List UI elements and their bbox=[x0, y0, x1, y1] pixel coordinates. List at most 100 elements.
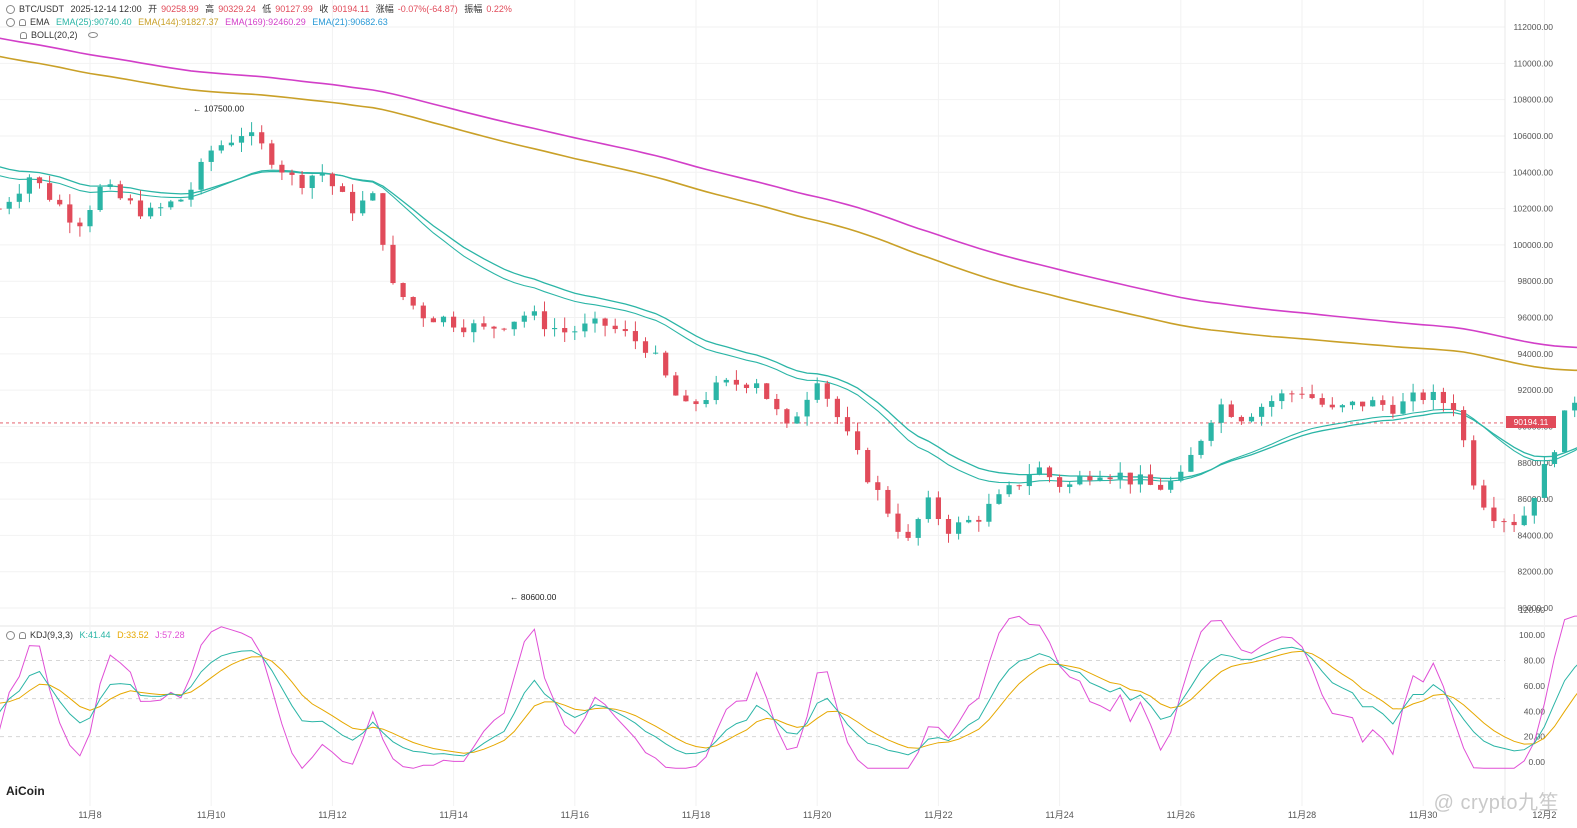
candle-body bbox=[1440, 391, 1446, 404]
candle-body bbox=[683, 395, 689, 402]
candle-body bbox=[733, 379, 739, 385]
candle-body bbox=[582, 323, 588, 332]
boll-legend[interactable]: BOLL(20,2) bbox=[20, 29, 102, 41]
kdj-k-value: K:41.44 bbox=[79, 630, 111, 640]
candle-body bbox=[1410, 392, 1416, 402]
candle-body bbox=[743, 384, 750, 389]
high-mark-label: ← 107500.00 bbox=[193, 104, 244, 114]
candle-body bbox=[1218, 404, 1224, 423]
time-axis: 11月8 11月10 11月12 11月14 11月16 11月18 11月20 11月22 1… bbox=[78, 810, 1556, 820]
candle-body bbox=[521, 315, 527, 322]
candle-body bbox=[339, 186, 346, 192]
ema-line bbox=[0, 55, 1577, 372]
ema25-value: EMA(25):90740.40 bbox=[56, 17, 132, 27]
candle-body bbox=[198, 161, 204, 190]
datetime: 2025-12-14 12:00 bbox=[70, 4, 142, 14]
ema144-value: EMA(144):91827.37 bbox=[138, 17, 219, 27]
kdj-legend[interactable]: KDJ(9,3,3) K:41.44 D:33.52 J:57.28 bbox=[6, 629, 189, 641]
candle-body bbox=[673, 375, 679, 396]
high-value: 90329.24 bbox=[218, 4, 256, 14]
candle-body bbox=[1198, 440, 1204, 455]
kdj-line bbox=[0, 615, 1577, 770]
candle-body bbox=[552, 328, 558, 330]
bell-icon[interactable] bbox=[19, 632, 26, 639]
candle-body bbox=[1349, 401, 1356, 406]
logo-text: AiCoin bbox=[6, 784, 45, 798]
price-tick-label: 98000.00 bbox=[1518, 276, 1554, 286]
price-tick-label: 106000.00 bbox=[1513, 131, 1553, 141]
candle-body bbox=[228, 142, 234, 146]
candle-body bbox=[653, 352, 659, 354]
candle-body bbox=[1521, 515, 1527, 526]
candle-body bbox=[1026, 474, 1032, 487]
candle-body bbox=[1228, 404, 1234, 417]
candle-body bbox=[360, 200, 366, 214]
candle-body bbox=[602, 318, 608, 326]
candle-body bbox=[380, 193, 386, 245]
settings-icon[interactable] bbox=[6, 631, 15, 640]
candle-body bbox=[1147, 474, 1154, 485]
candle-body bbox=[1531, 497, 1537, 516]
ema-legend[interactable]: EMA EMA(25):90740.40 EMA(144):91827.37 E… bbox=[6, 16, 392, 28]
time-tick-label: 11月18 bbox=[682, 810, 710, 820]
price-tick-label: 108000.00 bbox=[1513, 95, 1553, 105]
candle-body bbox=[289, 172, 295, 175]
bell-icon[interactable] bbox=[20, 32, 27, 39]
open-value: 90258.99 bbox=[161, 4, 199, 14]
candle-body bbox=[481, 323, 487, 327]
settings-icon[interactable] bbox=[6, 18, 15, 27]
candle-body bbox=[1309, 394, 1315, 399]
time-tick-label: 11月20 bbox=[803, 810, 831, 820]
candle-body bbox=[572, 331, 578, 333]
candle-body bbox=[804, 399, 810, 417]
candle-body bbox=[935, 497, 941, 519]
candle-body bbox=[844, 417, 851, 432]
candle-body bbox=[814, 383, 820, 400]
candle-body bbox=[137, 200, 144, 217]
candle-body bbox=[208, 150, 214, 162]
candle-body bbox=[1117, 472, 1123, 480]
candle-body bbox=[723, 379, 729, 383]
candle-body bbox=[350, 191, 356, 214]
eye-hidden-icon[interactable] bbox=[87, 32, 98, 38]
candle-body bbox=[996, 494, 1002, 504]
kdj-tick-label: 100.00 bbox=[1519, 630, 1545, 640]
candle-body bbox=[1370, 400, 1376, 407]
candle-body bbox=[1036, 467, 1042, 475]
price-tick-label: 80000.00 bbox=[1518, 603, 1554, 613]
candle-body bbox=[1420, 392, 1426, 401]
aicoin-logo: AiCoin bbox=[6, 784, 45, 798]
candle-body bbox=[1400, 401, 1406, 414]
price-tick-label: 84000.00 bbox=[1518, 530, 1554, 540]
candle-body bbox=[663, 352, 669, 376]
time-tick-label: 11月14 bbox=[439, 810, 467, 820]
candle-body bbox=[784, 409, 790, 424]
candle-body bbox=[117, 184, 123, 199]
candle-body bbox=[1481, 485, 1487, 508]
candlesticks bbox=[0, 122, 1577, 546]
kdj-j-value: J:57.28 bbox=[155, 630, 185, 640]
candle-body bbox=[592, 318, 598, 324]
time-tick-label: 11月16 bbox=[561, 810, 589, 820]
candle-body bbox=[390, 244, 396, 284]
candle-body bbox=[541, 311, 548, 330]
kdj-tick-label: 80.00 bbox=[1524, 656, 1546, 666]
bell-icon[interactable] bbox=[19, 19, 26, 26]
settings-icon[interactable] bbox=[6, 5, 15, 14]
candle-body bbox=[410, 297, 416, 306]
candle-body bbox=[1390, 404, 1396, 414]
price-tick-label: 102000.00 bbox=[1513, 204, 1553, 214]
candle-body bbox=[713, 382, 719, 401]
candle-body bbox=[1188, 454, 1194, 472]
candle-body bbox=[1158, 484, 1164, 490]
candle-body bbox=[945, 518, 952, 534]
kdj-line bbox=[0, 650, 1577, 754]
time-tick-label: 11月30 bbox=[1409, 810, 1437, 820]
time-tick-label: 11月12 bbox=[318, 810, 346, 820]
kdj-d-value: D:33.52 bbox=[117, 630, 149, 640]
time-tick-label: 11月26 bbox=[1167, 810, 1195, 820]
candle-body bbox=[238, 136, 245, 143]
candle-body bbox=[1238, 416, 1244, 422]
candle-body bbox=[774, 398, 780, 410]
